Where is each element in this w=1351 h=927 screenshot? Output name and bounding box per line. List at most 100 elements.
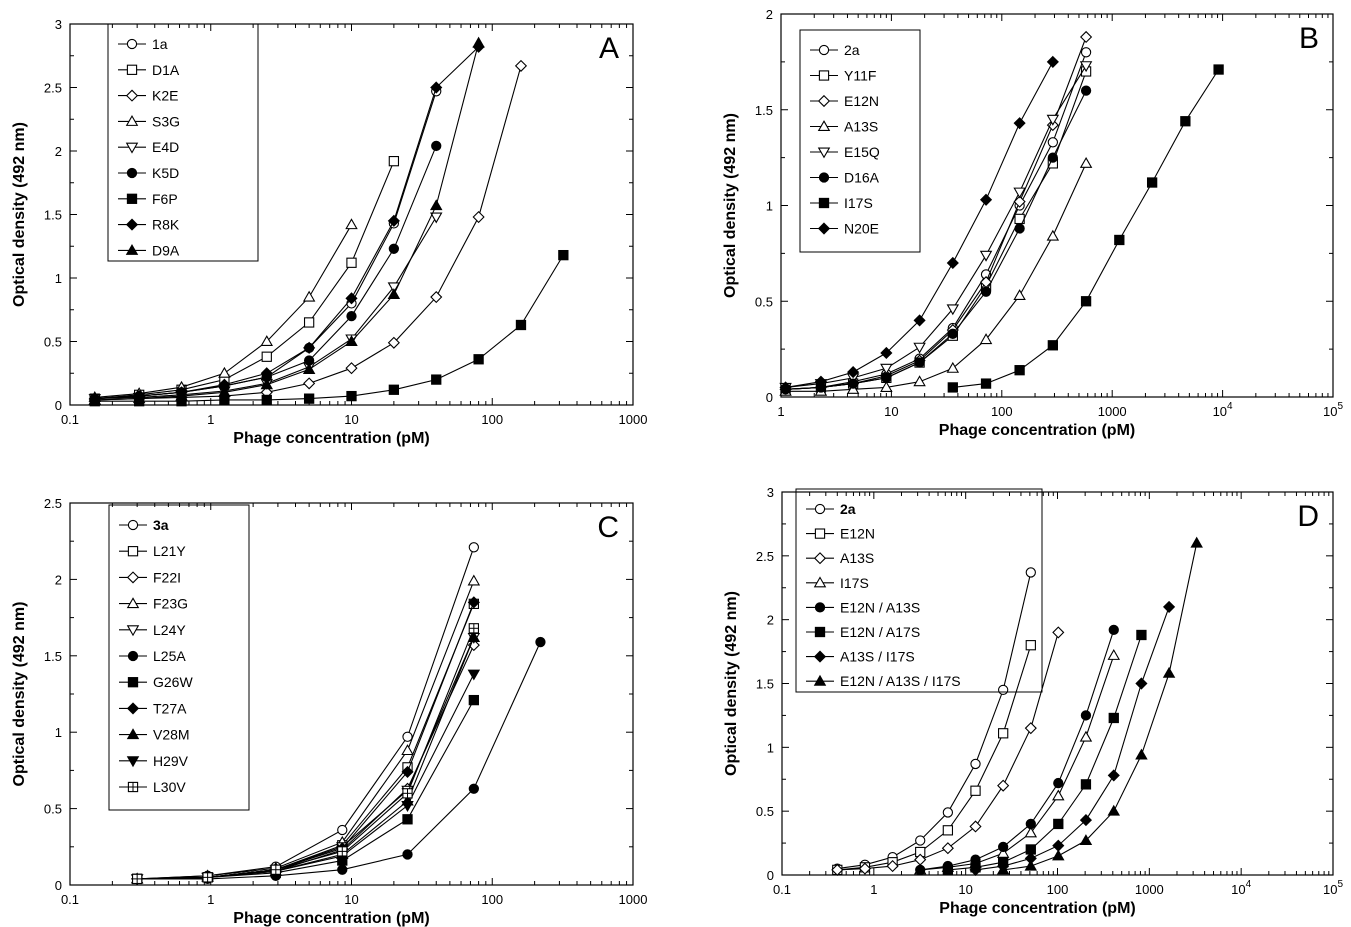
- legend-item: N20E: [810, 221, 879, 237]
- data-point: [1053, 818, 1064, 830]
- y-tick-label: 0.5: [756, 804, 774, 819]
- data-point: [997, 779, 1010, 792]
- data-point: [1107, 769, 1120, 782]
- series-a13s: [831, 626, 1065, 876]
- legend-box: [107, 23, 259, 262]
- data-point: [467, 669, 481, 681]
- legend-label: S3G: [152, 113, 180, 129]
- legend-item: Y11F: [810, 68, 876, 84]
- y-tick-label: 2.5: [756, 549, 774, 564]
- series-line: [785, 71, 1087, 390]
- data-point: [1213, 64, 1224, 75]
- data-point: [998, 728, 1009, 739]
- legend-marker: [125, 89, 139, 102]
- data-point: [946, 361, 960, 373]
- data-point: [915, 864, 926, 876]
- legend-item: E4D: [118, 139, 179, 155]
- series-line: [1003, 542, 1198, 871]
- legend-item: L30V: [119, 779, 186, 795]
- legend-label: E12N / A13S: [840, 599, 920, 615]
- y-tick-label: 1: [55, 271, 62, 286]
- legend-marker: [818, 172, 830, 183]
- data-point: [402, 731, 413, 742]
- panel-label: D: [1297, 500, 1319, 533]
- legend-item: E12N / A13S: [806, 599, 920, 615]
- data-point: [345, 335, 358, 347]
- data-point: [779, 381, 792, 394]
- legend-item: A13S / I17S: [806, 649, 915, 665]
- plot-frame: [69, 23, 634, 406]
- x-tick-label: 1: [777, 404, 784, 419]
- legend-label: 2a: [844, 42, 860, 58]
- legend-marker: [125, 218, 139, 231]
- panel-label: A: [599, 32, 619, 65]
- x-tick-label: 1000: [619, 892, 648, 907]
- legend-item: V28M: [119, 727, 190, 743]
- data-point: [514, 59, 528, 72]
- legend-label: 2a: [840, 501, 856, 517]
- data-point: [473, 354, 484, 365]
- series-e12n-a13s-i17s: [996, 536, 1203, 875]
- legend-label: E12N: [844, 93, 879, 109]
- data-point: [1080, 710, 1092, 721]
- legend-marker: [818, 70, 830, 81]
- data-point: [1079, 814, 1093, 827]
- data-point: [913, 314, 926, 327]
- data-point: [1180, 116, 1191, 127]
- x-tick-label: 0.1: [61, 412, 79, 427]
- data-point: [1162, 666, 1176, 678]
- series-e12n: [779, 30, 1093, 396]
- data-point: [467, 596, 480, 609]
- legend-marker: [127, 677, 139, 688]
- legend-label: E4D: [152, 139, 179, 155]
- x-tick-label: 1000: [619, 412, 648, 427]
- data-point: [132, 392, 146, 404]
- legend-marker: [817, 147, 831, 159]
- series-line: [785, 65, 1087, 388]
- y-tick-label: 0: [767, 868, 774, 883]
- legend: 3a L21Y F22I F23G L24Y L25A G26W T27A V28M H29V L3…: [108, 504, 250, 811]
- data-point: [430, 212, 443, 224]
- x-axis-title: Phage concentration (pM): [233, 910, 429, 927]
- data-point: [302, 290, 316, 302]
- y-tick-label: 1.5: [756, 677, 774, 692]
- legend-label: N20E: [844, 221, 879, 237]
- data-point: [847, 366, 860, 379]
- legend-label: E12N / A17S: [840, 624, 920, 640]
- x-axis-title: Phage concentration (pM): [939, 900, 1135, 917]
- data-point: [302, 363, 316, 374]
- legend-item: 1a: [118, 36, 168, 52]
- legend-label: 3a: [153, 517, 169, 533]
- legend-box: [799, 29, 921, 253]
- legend-item: L24Y: [119, 622, 186, 638]
- x-tick-label: 10: [958, 882, 972, 897]
- data-point: [1024, 722, 1037, 735]
- legend-label: F23G: [153, 596, 188, 612]
- legend-label: I17S: [844, 195, 873, 211]
- x-tick-label: 10: [344, 892, 358, 907]
- y-axis-title: Optical density (492 nm): [722, 113, 739, 298]
- legend-item: F22I: [119, 569, 181, 585]
- data-point: [260, 378, 273, 390]
- data-point: [468, 623, 479, 634]
- series-line: [94, 42, 480, 401]
- data-point: [402, 788, 413, 799]
- data-point: [1047, 137, 1058, 148]
- legend-item: S3G: [118, 113, 180, 129]
- data-point: [1079, 730, 1093, 742]
- legend-marker: [127, 519, 139, 531]
- data-point: [941, 842, 954, 855]
- data-point: [387, 282, 401, 294]
- data-point: [1024, 826, 1038, 838]
- legend: 2a Y11F E12N A13S E15Q D16A I17S N20E: [799, 29, 921, 253]
- legend-label: L25A: [153, 648, 186, 664]
- y-tick-label: 1.5: [44, 208, 62, 223]
- y-tick-label: 1: [766, 199, 773, 214]
- data-point: [880, 346, 893, 360]
- data-point: [1136, 629, 1147, 641]
- data-point: [1146, 177, 1158, 188]
- panel-c: 0.1 1 10 100 1000 0 0.5 1 1.5 2 2.5 Phage concentra…: [11, 496, 647, 927]
- series-k5d: [89, 140, 442, 404]
- legend-item: K5D: [118, 165, 179, 181]
- data-point: [1013, 187, 1026, 199]
